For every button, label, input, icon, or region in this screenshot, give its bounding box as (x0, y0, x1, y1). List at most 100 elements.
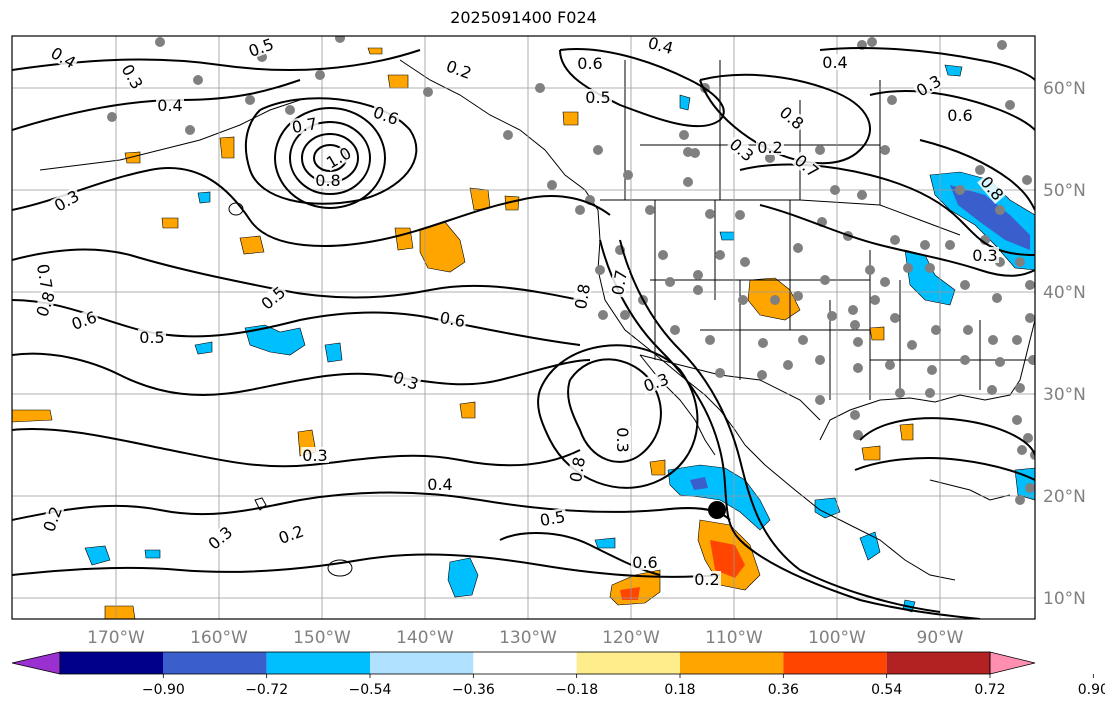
station-dot (988, 335, 998, 345)
longitude-label: 100°W (808, 628, 866, 648)
station-dot (1023, 433, 1033, 443)
station-dot (670, 325, 680, 335)
station-dot (107, 112, 117, 122)
tropical-cyclone-marker (708, 501, 726, 519)
station-dot (738, 295, 748, 305)
station-dot (547, 180, 557, 190)
colorbar-tick-label: 0.72 (974, 682, 1005, 698)
contour-label-text: 0.4 (822, 53, 847, 72)
colorbar-tick-label: −0.72 (245, 682, 288, 698)
contour-label-text: 0.3 (972, 246, 997, 265)
station-dot (995, 357, 1005, 367)
negative-patch (719, 231, 735, 241)
positive-core (620, 587, 640, 600)
colorbar-segment (886, 652, 990, 674)
colorbar-segment (370, 652, 474, 674)
station-dot (593, 145, 603, 155)
longitude-label: 130°W (499, 628, 557, 648)
station-dot (245, 95, 255, 105)
negative-core (950, 185, 1030, 250)
contour-label: 0.3 (301, 446, 329, 465)
negative-patch (324, 342, 343, 363)
station-dot (683, 177, 693, 187)
station-dot (705, 335, 715, 345)
station-dot (853, 430, 863, 440)
station-dot (890, 235, 900, 245)
colorbar-tick-label: 0.18 (664, 682, 695, 698)
station-dot (193, 75, 203, 85)
positive-patch (104, 605, 136, 619)
contour-label: 0.6 (631, 553, 659, 572)
station-dot (1015, 383, 1025, 393)
station-dot (690, 148, 700, 158)
station-dot (1025, 280, 1035, 290)
station-dot (827, 311, 837, 321)
longitude-label: 150°W (293, 628, 351, 648)
contour-label-text: 0.5 (585, 88, 610, 107)
longitude-label: 110°W (705, 628, 763, 648)
station-dot (995, 205, 1005, 215)
contour-label: 0.5 (138, 328, 166, 347)
contour-label-text: 0.7 (33, 262, 56, 290)
positive-core (710, 540, 745, 578)
station-dots (107, 36, 1035, 505)
contour-label: 0.6 (576, 54, 604, 73)
positive-patch (869, 326, 885, 341)
station-dot (598, 310, 608, 320)
station-dot (623, 170, 633, 180)
negative-patch (197, 191, 211, 204)
contour-label-text: 0.6 (632, 553, 657, 572)
contour-label: 0.7 (289, 114, 320, 137)
colorbar-tick-label: 0.54 (871, 682, 902, 698)
shaded-fields (12, 47, 1035, 619)
station-dot (992, 293, 1002, 303)
contour-label-text: 0.6 (947, 106, 972, 125)
station-dot (830, 185, 840, 195)
station-dot (853, 363, 863, 373)
contour-label-text: 0.5 (139, 328, 164, 347)
station-dot (903, 263, 913, 273)
station-dot (679, 130, 689, 140)
station-dot (423, 87, 433, 97)
colorbar-tick-label: 0.36 (768, 682, 799, 698)
contour-label: 0.5 (584, 88, 612, 107)
positive-patch (419, 221, 466, 273)
longitude-labels: 170°W 160°W 150°W 140°W 130°W 120°W 110°W 100°W… (87, 628, 964, 648)
station-dot (997, 40, 1007, 50)
station-dot (1025, 483, 1035, 493)
station-dot (693, 285, 703, 295)
station-dot (503, 130, 513, 140)
latitude-labels: 60°N 50°N 40°N 30°N 20°N 10°N (1043, 79, 1086, 609)
positive-patch (161, 217, 179, 229)
contour-label-text: 0.4 (646, 33, 676, 58)
longitude-label: 140°W (396, 628, 454, 648)
station-dot (848, 305, 858, 315)
station-dot (645, 205, 655, 215)
positive-patch (394, 227, 414, 251)
station-dot (765, 153, 775, 163)
positive-patch (459, 401, 476, 419)
station-dot (945, 240, 955, 250)
contour-label-text: 0.5 (538, 507, 566, 530)
station-dot (987, 385, 997, 395)
contour-lines (12, 47, 1035, 619)
colorbar-segment (266, 652, 370, 674)
station-dot (693, 270, 703, 280)
station-dot (925, 388, 935, 398)
station-dot (715, 250, 725, 260)
longitude-label: 160°W (190, 628, 248, 648)
contour-label: 0.6 (946, 106, 974, 125)
colorbar-extend-high (989, 651, 1036, 675)
station-dot (715, 368, 725, 378)
contour-label: 0.2 (756, 138, 784, 157)
latitude-label: 50°N (1043, 181, 1086, 201)
station-dot (665, 277, 675, 287)
contour-label: 0.4 (426, 475, 454, 494)
positive-patch (504, 195, 520, 211)
latitude-label: 40°N (1043, 283, 1086, 303)
station-dot (595, 265, 605, 275)
station-dot (955, 185, 965, 195)
longitude-label: 90°W (917, 628, 964, 648)
negative-patch (904, 249, 956, 306)
